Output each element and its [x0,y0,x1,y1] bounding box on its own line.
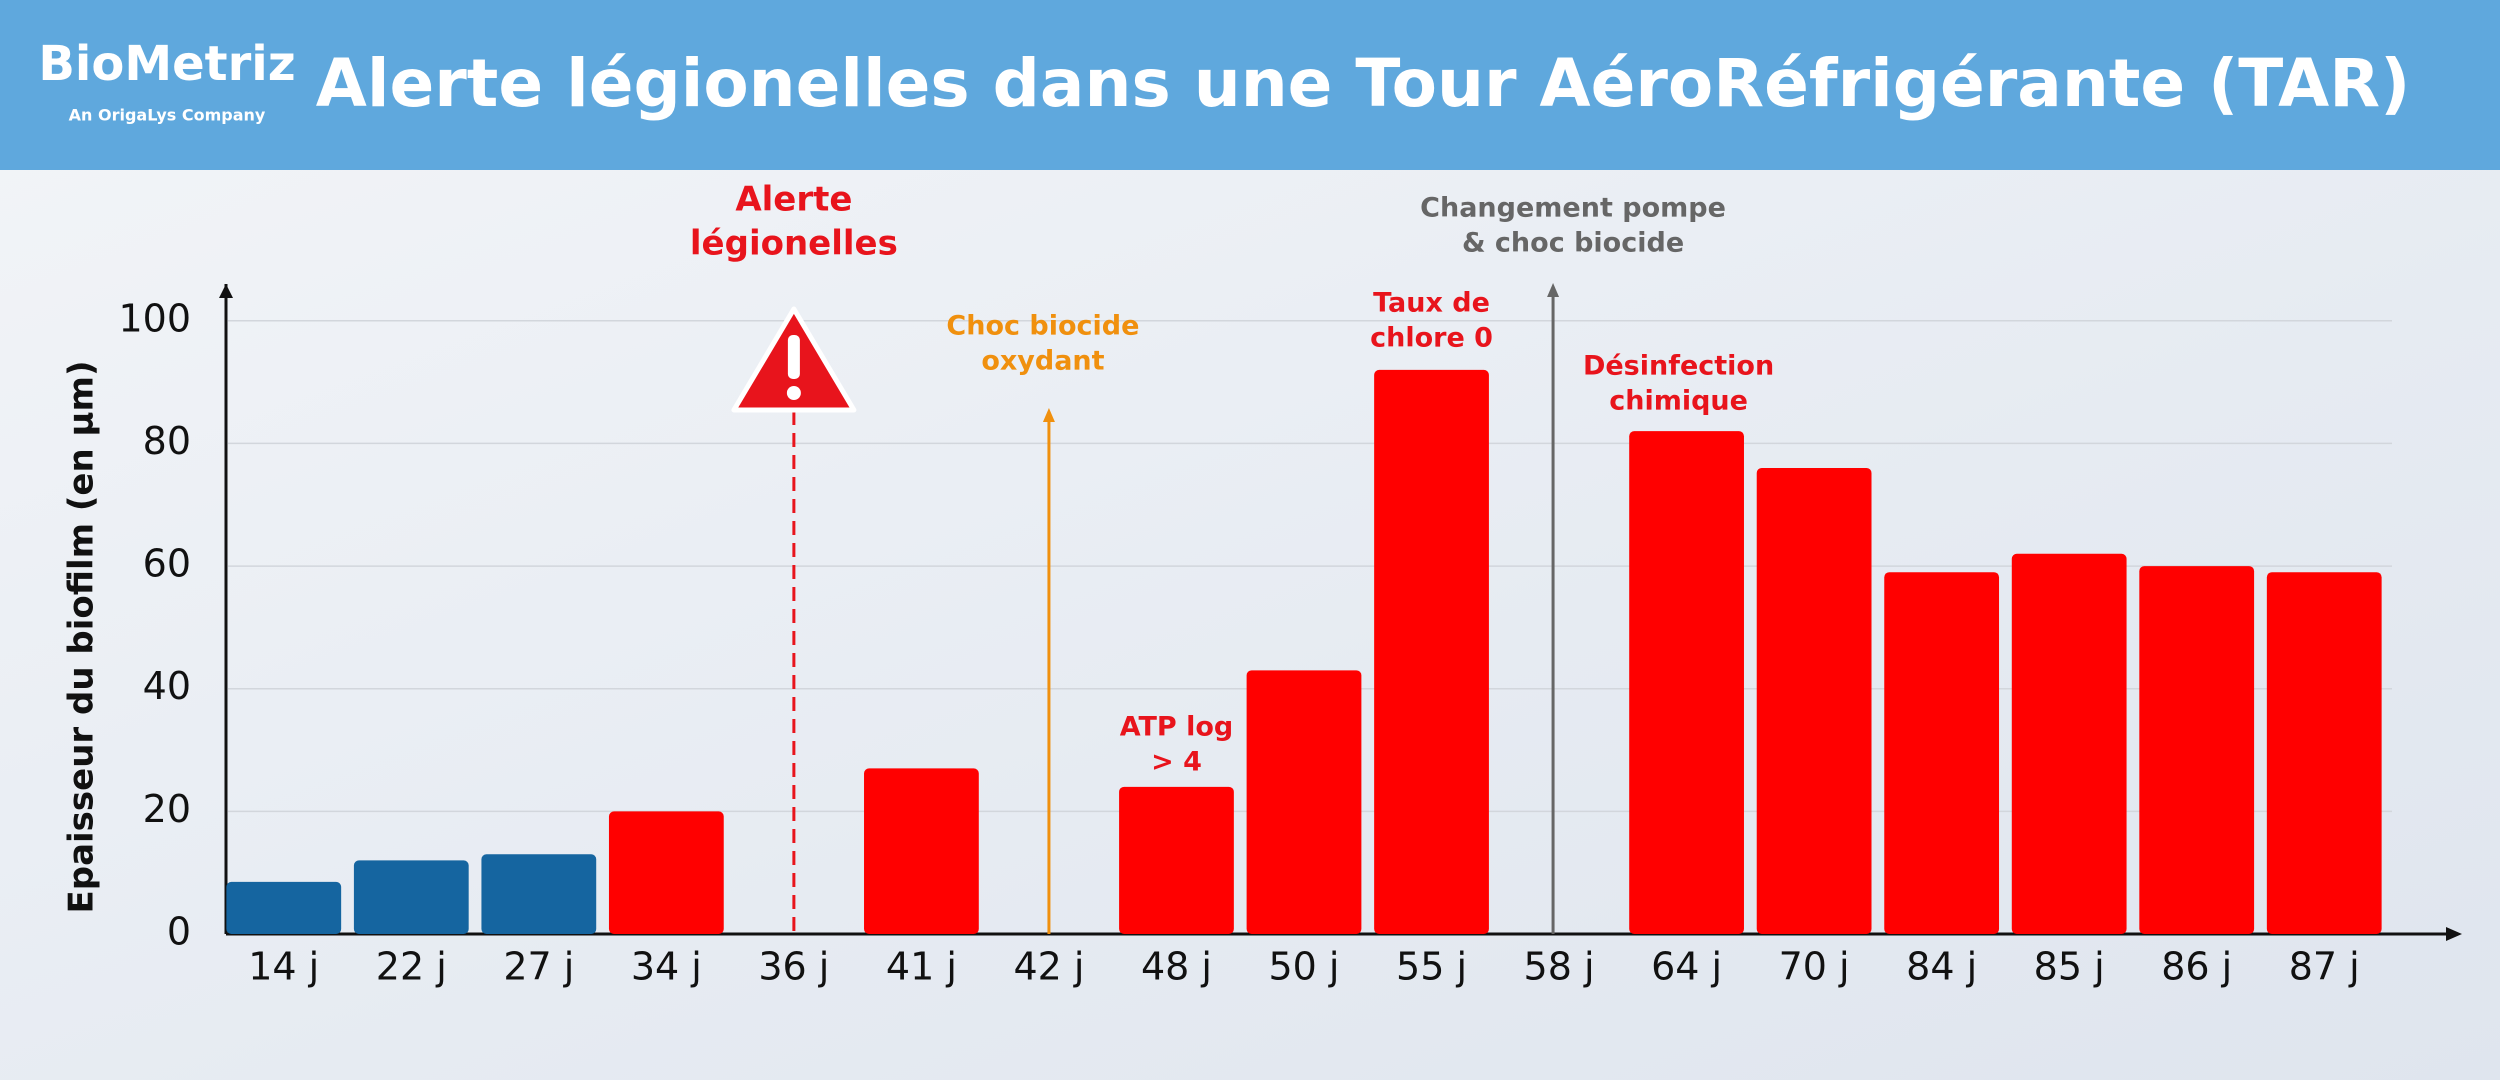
y-tick-label: 0 [167,910,191,954]
bar [1119,786,1234,934]
annotation: > 4 [1151,747,1202,778]
biocide-arrow-head [1042,408,1055,422]
x-tick-label: 48 j [1141,945,1212,989]
x-axis-arrow [2446,927,2462,941]
x-tick-label: 22 j [376,945,447,989]
y-tick-label: 100 [118,296,191,340]
bar [864,768,979,934]
pump-arrow-head [1547,283,1560,297]
x-tick-label: 41 j [886,945,957,989]
y-axis-arrow [219,284,233,298]
bar [1246,670,1362,934]
annotation: Désinfection [1583,351,1774,382]
bar [1629,431,1744,934]
annotation: ATP log [1120,712,1234,743]
bar [1756,467,1872,934]
x-tick-label: 64 j [1651,945,1722,989]
x-tick-label: 84 j [1906,945,1977,989]
annotation: chlore 0 [1370,323,1493,354]
y-tick-label: 20 [143,787,191,831]
bar [2011,553,2127,934]
annotation: Taux de [1373,288,1490,319]
bar [1374,369,1489,934]
x-tick-label: 42 j [1013,945,1084,989]
chart-title: Alerte légionelles dans une Tour AéroRéf… [316,45,2410,122]
y-axis-label: Epaisseur du biofilm (en µm) [62,361,102,914]
header-bar [0,0,2500,170]
x-tick-label: 50 j [1269,945,1340,989]
annotation: Choc biocide [946,311,1139,342]
annotation: & choc biocide [1462,228,1684,259]
annotation: Changement pompe [1420,193,1726,224]
x-tick-label: 86 j [2161,945,2232,989]
bar [226,881,342,934]
x-tick-label: 55 j [1396,945,1467,989]
annotation: chimique [1609,386,1748,417]
bar [1884,572,2000,934]
x-tick-label: 87 j [2289,945,2360,989]
x-tick-label: 58 j [1524,945,1595,989]
x-tick-label: 34 j [631,945,702,989]
warning-dot [786,386,801,400]
y-tick-label: 80 [143,419,191,463]
x-tick-label: 27 j [503,945,574,989]
bar [481,854,597,934]
x-tick-label: 14 j [248,945,319,989]
y-tick-label: 60 [143,542,191,586]
bar [608,811,724,934]
bar [2139,566,2255,934]
annotation: Alerte [735,180,852,220]
annotation: légionelles [690,224,898,264]
x-tick-label: 85 j [2034,945,2105,989]
y-tick-label: 40 [143,664,191,708]
annotation: oxydant [981,346,1104,377]
warning-bar [787,335,800,379]
bar [353,860,469,934]
x-tick-label: 36 j [758,945,829,989]
logo-subtitle: An OrigaLys Company [69,106,266,125]
x-tick-label: 70 j [1779,945,1850,989]
logo: BioMetriz [38,36,295,92]
bar [2266,572,2382,934]
